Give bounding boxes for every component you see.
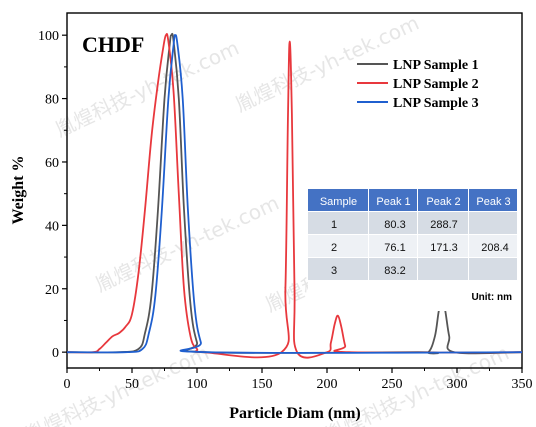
table-cell [469,212,517,234]
table-header-cell [418,189,468,211]
table-header-text: Peak 3 [476,196,510,208]
table-header-cell [369,189,417,211]
table-unit-note: Unit: nm [471,292,512,303]
table-cell [469,258,517,280]
table-cell-text: 2 [331,242,337,254]
table-cell [308,212,368,234]
y-axis-label: Weight % [10,156,27,225]
y-tick-label: 80 [45,93,59,108]
table-cell-text: 76.1 [384,242,405,254]
table-header-text: Peak 1 [376,196,410,208]
legend-label: LNP Sample 1 [393,58,479,73]
table-header-cell [308,189,368,211]
y-tick-label: 20 [45,283,59,298]
table-cell [418,212,468,234]
x-axis-label: Particle Diam (nm) [229,405,361,422]
table-cell-text: 1 [331,219,337,231]
table-header-cell [469,189,517,211]
chart-title: CHDF [82,32,144,57]
table-cell-text: 288.7 [430,219,458,231]
watermark-text: 胤煌科技-yh-tek.com [51,36,242,142]
legend: LNP Sample 1 LNP Sample 2 LNP Sample 3 [357,58,479,111]
x-tick-label: 0 [64,377,71,392]
legend-label: LNP Sample 2 [393,77,479,92]
table-cell [369,212,417,234]
y-tick-label: 100 [38,29,59,44]
x-tick-label: 150 [252,377,273,392]
peak-table: Sample Peak 1 Peak 2 Peak 3 1 80.3 288.7 2 76.1 1… [308,189,518,311]
x-tick-label: 100 [187,377,208,392]
table-cell-text: 80.3 [384,219,405,231]
series-line-sample-2 [66,33,523,359]
y-tick-label: 40 [45,219,59,234]
table-cell [469,235,517,257]
x-tick-label: 200 [317,377,338,392]
series-line-sample-3 [66,34,523,354]
table-cell [308,235,368,257]
table-header-text: Peak 2 [426,196,460,208]
table-cell [418,235,468,257]
table-cell-text: 83.2 [384,265,405,277]
watermark-text: 胤煌科技-yh-tek.com [21,341,212,427]
y-tick-label: 60 [45,156,59,171]
table-cell [308,258,368,280]
legend-label: LNP Sample 3 [393,96,479,111]
y-tick-label: 0 [52,346,59,361]
x-tick-label: 50 [125,377,139,392]
x-tick-label: 300 [447,377,468,392]
table-cell [418,258,468,280]
x-tick-label: 250 [382,377,403,392]
table-cell [369,235,417,257]
table-header-text: Sample [320,196,357,208]
x-tick-label: 350 [512,377,533,392]
table-cell-text: 208.4 [481,242,509,254]
table-cell-text: 3 [331,265,337,277]
table-cell [369,258,417,280]
axis-ticks: 0 50 100 150 200 250 300 350 0 20 40 60 80 100 [38,29,533,392]
table-cell-text: 171.3 [430,242,458,254]
